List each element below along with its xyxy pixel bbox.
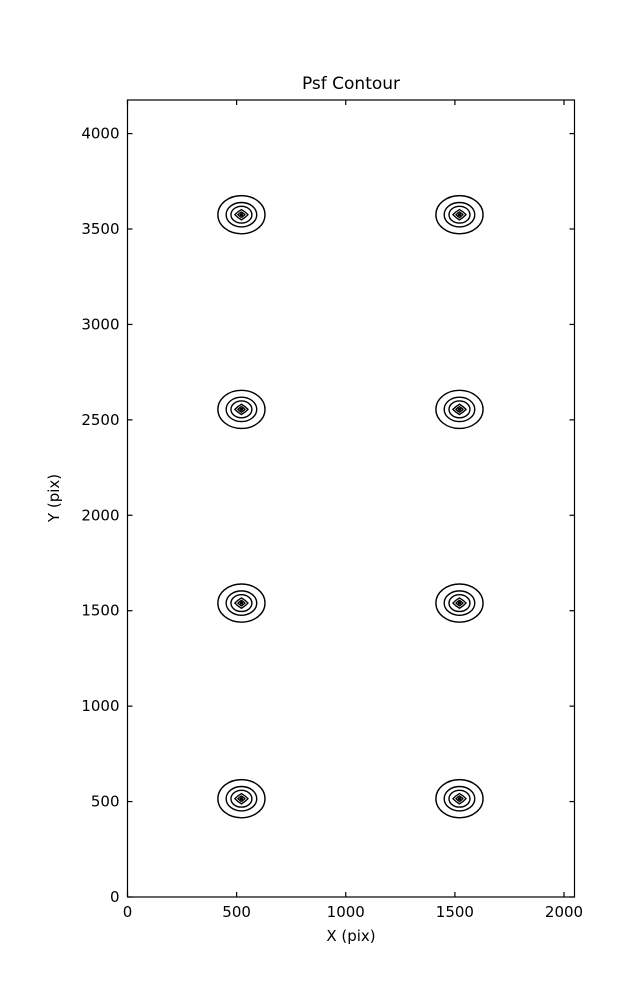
- x-tick-label: 1000: [327, 903, 365, 921]
- contour-ring: [225, 590, 258, 617]
- contour-ring: [233, 792, 249, 805]
- plot-title: Psf Contour: [302, 74, 400, 94]
- contour-ring: [451, 597, 467, 610]
- contour-ring: [455, 795, 464, 803]
- x-tick-label: 2000: [545, 903, 583, 921]
- y-tick-label: 3000: [81, 315, 119, 333]
- contour-center-dot: [457, 213, 462, 217]
- y-tick-label: 500: [91, 793, 120, 811]
- y-tick-label: 3500: [81, 220, 119, 238]
- y-tick-label: 2500: [81, 411, 119, 429]
- contour-ring: [435, 583, 484, 623]
- contour-ring: [225, 785, 258, 812]
- x-axis-label: X (pix): [326, 927, 375, 945]
- contour-center-dot: [239, 407, 244, 411]
- contour-center-dot: [239, 601, 244, 605]
- x-tick-label: 1500: [436, 903, 474, 921]
- contour-ring: [448, 205, 471, 224]
- contour-ring: [230, 400, 253, 419]
- contour-ring: [455, 599, 464, 607]
- contour-center-dot: [457, 797, 462, 801]
- contour-ring: [451, 403, 467, 416]
- y-tick-label: 0: [110, 888, 120, 906]
- contour-ring: [451, 792, 467, 805]
- y-axis-label: Y (pix): [45, 474, 63, 523]
- contour-center-dot: [457, 601, 462, 605]
- contour-ring: [233, 403, 249, 416]
- contour-ring: [225, 396, 258, 423]
- chart-layer: 0 500 1000 1500 2000 0 500 1000 1500 2000 2500 3000…: [81, 99, 583, 921]
- contour-ring: [443, 785, 476, 812]
- contour-ring: [217, 778, 266, 819]
- contour-ring: [435, 194, 484, 235]
- contour-ring: [451, 208, 467, 221]
- contour-ring: [443, 396, 476, 423]
- contour-ring: [236, 599, 246, 607]
- contour-center-dot: [457, 407, 462, 411]
- axes-box: [126, 99, 576, 898]
- contour-ring: [448, 789, 471, 808]
- contour-ring: [448, 400, 471, 419]
- contour-ring: [448, 593, 471, 613]
- contour-ring: [435, 389, 484, 430]
- contour-ring: [233, 597, 249, 610]
- contour-ring: [230, 789, 253, 808]
- y-tick-label: 4000: [81, 125, 119, 143]
- y-tick-label: 1500: [81, 602, 119, 620]
- contour-ring: [217, 583, 266, 623]
- contour-ring: [435, 778, 484, 819]
- contour-ring: [236, 795, 246, 803]
- contour-ring: [443, 201, 476, 228]
- y-tick-label: 1000: [81, 697, 119, 715]
- contour-ring: [443, 590, 476, 617]
- contour-ring: [236, 405, 246, 413]
- contour-ring: [225, 201, 258, 228]
- x-tick-label: 0: [123, 903, 133, 921]
- contour-center-dot: [239, 213, 244, 217]
- contour-ring: [233, 208, 249, 221]
- contour-ring: [217, 194, 266, 235]
- contour-ring: [236, 211, 246, 219]
- contour-ring: [455, 405, 464, 413]
- y-tick-label: 2000: [81, 506, 119, 524]
- contour-ring: [455, 211, 464, 219]
- contour-ring: [217, 389, 266, 430]
- contour-ring: [230, 593, 253, 613]
- x-tick-label: 500: [222, 903, 251, 921]
- contour-ring: [230, 205, 253, 224]
- contour-center-dot: [239, 797, 244, 801]
